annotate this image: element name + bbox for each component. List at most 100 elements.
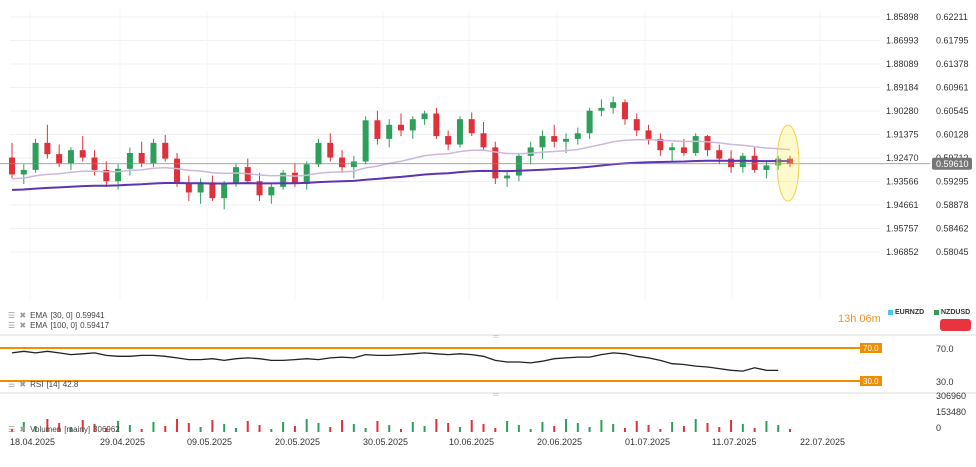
candle-body	[350, 161, 357, 168]
candle-body	[586, 110, 593, 134]
volume-bar	[659, 429, 662, 432]
candle-body	[138, 153, 145, 164]
ema100-params: [100, 0]	[50, 321, 78, 330]
candle-body	[657, 138, 664, 151]
right-axis-tick: 0.62211	[936, 12, 968, 22]
candle-body	[645, 130, 652, 139]
volume-bar	[494, 428, 497, 432]
volume-bar	[765, 421, 768, 432]
legend-volume[interactable]: ☰ ✖ Volumen [mainy] 306962	[8, 425, 120, 434]
candle-body	[704, 136, 711, 151]
candle-body	[32, 142, 39, 170]
right-axis-tick: 0.58462	[936, 224, 969, 234]
volume-bar	[22, 422, 25, 432]
right-axis-tick: 0.58878	[936, 200, 969, 210]
candle-body	[268, 186, 275, 196]
volume-bar	[411, 422, 414, 432]
volume-bar	[600, 420, 603, 432]
volume-bar	[164, 426, 167, 432]
volume-bar	[647, 425, 650, 432]
candle-body	[9, 157, 15, 175]
candle-body	[598, 107, 605, 111]
candle-body	[669, 147, 676, 151]
volume-bar	[753, 428, 756, 432]
candle-body	[692, 136, 699, 154]
volume-bar	[199, 427, 202, 432]
legend-nzdusd[interactable]: NZDUSD	[934, 309, 970, 316]
volume-bar	[305, 419, 308, 432]
eurnzd-label: EURNZD	[895, 309, 925, 316]
volume-bar	[152, 422, 155, 432]
candle-body	[680, 147, 687, 154]
candle-body	[256, 181, 263, 196]
candle-body	[409, 119, 416, 131]
candle-body	[209, 182, 216, 199]
volume-bar	[352, 424, 355, 432]
volume-bar	[270, 429, 273, 432]
x-axis-tick: 01.07.2025	[625, 437, 670, 447]
x-axis-tick: 29.04.2025	[100, 437, 145, 447]
volume-bar	[435, 419, 438, 432]
legend-ema-30[interactable]: ☰ ✖ EMA [30, 0] 0.59941	[8, 311, 105, 320]
candle-body	[67, 150, 74, 164]
volume-bar	[565, 419, 568, 432]
left-axis-tick: 1.86993	[886, 36, 919, 46]
ema30-value: 0.59941	[75, 311, 105, 320]
legend-controls-icon[interactable]: ☰ ✖	[8, 311, 28, 320]
volume-axis-tick: 306960	[936, 391, 966, 401]
volume-bar	[718, 427, 721, 432]
volume-bar	[682, 426, 685, 432]
volume-bar	[176, 419, 179, 432]
candle-body	[480, 133, 487, 148]
volume-bar	[293, 426, 296, 432]
volume-bar	[588, 427, 591, 432]
candle-body	[44, 142, 51, 155]
left-axis-tick: 1.96852	[886, 247, 919, 257]
candle-body	[751, 155, 758, 170]
left-axis-tick: 1.91375	[886, 130, 919, 140]
volume-bar	[694, 419, 697, 432]
rsi-axis-tick: 30.0	[936, 377, 954, 387]
volume-bar	[730, 420, 733, 432]
ema100-value: 0.59417	[80, 321, 110, 330]
volume-bar	[506, 421, 509, 432]
volume-bar	[128, 425, 131, 432]
candle-body	[174, 158, 181, 185]
candle-body	[327, 142, 334, 158]
left-axis-tick: 1.92470	[886, 153, 919, 163]
volume-bar	[282, 422, 285, 432]
candle-body	[563, 138, 570, 142]
x-axis-tick: 10.06.2025	[449, 437, 494, 447]
legend-controls-icon[interactable]: ☰ ✖	[8, 380, 28, 389]
right-axis-tick: 0.60128	[936, 130, 969, 140]
candle-body	[362, 120, 369, 162]
volume-axis-tick: 153480	[936, 407, 966, 417]
volume-bar	[34, 426, 37, 432]
legend-rsi[interactable]: ☰ ✖ RSI [14] 42.8	[8, 380, 78, 389]
volume-bar	[635, 421, 638, 432]
legend-eurnzd[interactable]: EURNZD	[888, 309, 924, 316]
volume-bar	[706, 423, 709, 432]
ema30-params: [30, 0]	[50, 311, 73, 320]
volume-bar	[246, 421, 249, 432]
candle-body	[398, 124, 404, 131]
candle-body	[456, 119, 463, 145]
x-axis-tick: 20.05.2025	[275, 437, 320, 447]
legend-ema-100[interactable]: ☰ ✖ EMA [100, 0] 0.59417	[8, 321, 109, 330]
candle-body	[610, 102, 617, 108]
rsi-level-tag	[860, 343, 882, 353]
right-axis-tick: 0.58045	[936, 247, 969, 257]
legend-controls-icon[interactable]: ☰ ✖	[8, 425, 28, 434]
left-axis-tick: 1.85898	[886, 12, 919, 22]
current-price-value: 0.59610	[936, 159, 969, 169]
candle-body	[315, 142, 322, 165]
current-price-tag	[932, 157, 972, 170]
candle-body	[280, 172, 287, 187]
candle-body	[775, 158, 782, 166]
nzdusd-color-badge[interactable]	[940, 319, 971, 331]
candle-body	[185, 184, 192, 193]
volume-params: [mainy]	[64, 425, 91, 434]
legend-controls-icon[interactable]: ☰ ✖	[8, 321, 28, 330]
volume-bar	[458, 427, 461, 432]
